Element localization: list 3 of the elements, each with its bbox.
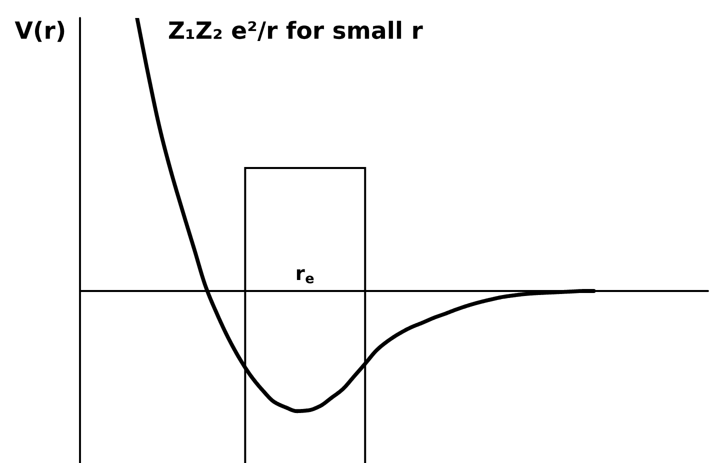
y-axis-title: V(r) bbox=[14, 20, 64, 42]
annotation: r$_{e}$ bbox=[296, 269, 314, 284]
annotation: Z₁Z₂ e²/r for small r bbox=[168, 20, 423, 41]
